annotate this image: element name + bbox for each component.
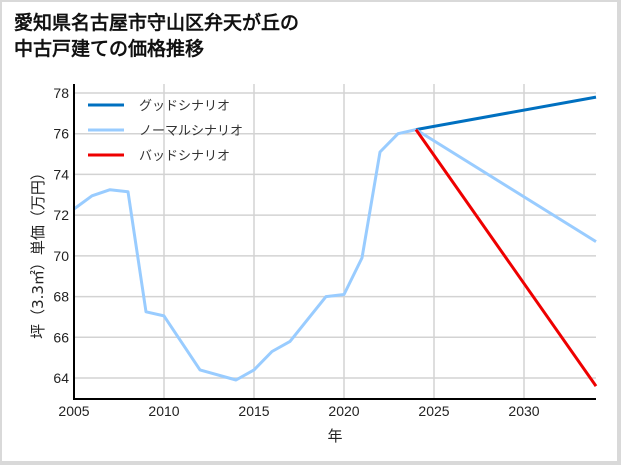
x-tick-label: 2030 <box>508 403 539 419</box>
series-line-1 <box>415 95 597 132</box>
x-axis-label: 年 <box>327 427 342 445</box>
x-tick-label: 2015 <box>238 403 269 419</box>
x-tick-label: 2010 <box>148 403 179 419</box>
x-tick-label: 2025 <box>418 403 449 419</box>
title-line-2: 中古戸建ての価格推移 <box>14 38 205 60</box>
y-tick-label: 70 <box>53 248 69 264</box>
y-tick-label: 68 <box>53 289 69 305</box>
chart-frame <box>2 2 617 461</box>
series-line-0 <box>73 128 417 382</box>
y-tick-label: 66 <box>53 329 69 345</box>
y-tick-label: 74 <box>53 166 69 182</box>
legend-label: グッドシナリオ <box>139 99 230 114</box>
y-tick-label: 76 <box>53 126 69 142</box>
legend-label: ノーマルシナリオ <box>139 124 243 139</box>
x-tick-label: 2005 <box>58 403 89 419</box>
chart-title: 愛知県名古屋市守山区弁天が丘の 中古戸建ての価格推移 <box>14 10 299 62</box>
y-axis-label: 坪（3.3㎡）単価（万円） <box>29 165 47 339</box>
y-tick-label: 72 <box>53 207 69 223</box>
y-tick-label: 78 <box>53 85 69 101</box>
title-line-1: 愛知県名古屋市守山区弁天が丘の <box>14 12 300 34</box>
y-tick-label: 64 <box>53 370 69 386</box>
series-line-2 <box>415 128 597 243</box>
x-tick-label: 2020 <box>328 403 359 419</box>
series-line-3 <box>414 128 598 387</box>
legend-label: バッドシナリオ <box>139 149 230 164</box>
